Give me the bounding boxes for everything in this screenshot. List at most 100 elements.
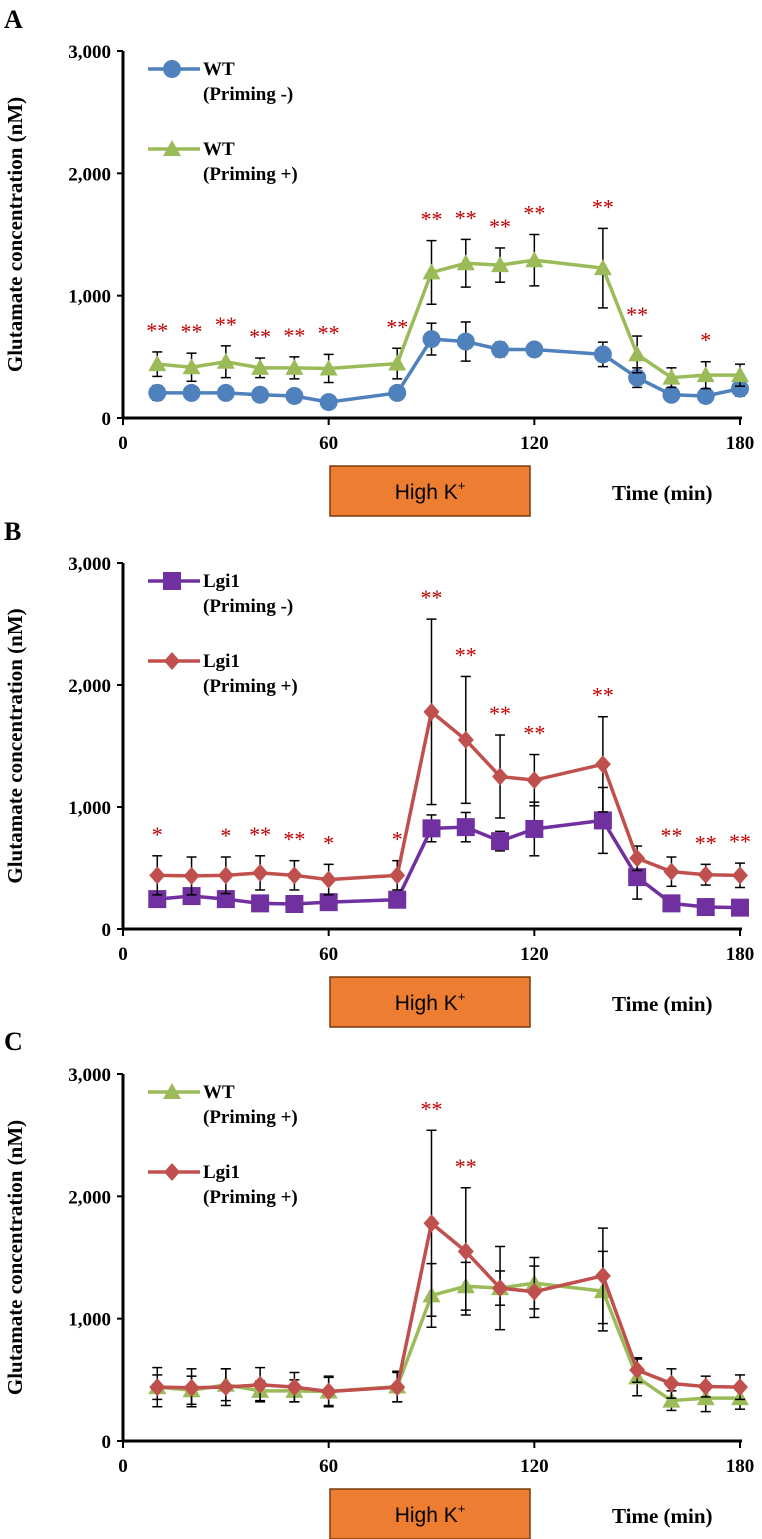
data-point-diamond [183,866,200,885]
significance-marker: ** [523,201,545,226]
data-point-diamond [183,1378,200,1397]
data-point-diamond [697,1377,714,1396]
significance-marker: ** [181,319,203,344]
data-point-square [696,898,715,917]
series-line [157,337,741,404]
panel-b: B 0 1,000 2,000 3,000 0 60 120 180 Glutamate conc… [3,517,755,1028]
significance-marker: ** [283,323,305,348]
data-point-diamond [526,771,543,790]
series-1 [149,618,748,896]
y-tick-label: 1,000 [68,798,111,819]
data-point-diamond [252,863,269,882]
y-tick-label: 3,000 [68,42,111,63]
significance-marker: ** [660,823,682,848]
data-point-diamond [663,862,680,881]
data-point-circle [216,383,235,402]
panel-letter: B [4,517,21,546]
stimulus-bar [329,976,531,1028]
data-point-triangle [251,358,270,375]
data-point-triangle [182,358,201,375]
x-tick-label: 120 [520,944,549,965]
legend-label: Lgi1 [203,1162,240,1183]
data-point-square [491,832,510,851]
data-point-diamond [389,1378,406,1397]
data-point-diamond [594,1266,611,1285]
data-point-square [319,893,338,912]
data-point-square [731,898,749,917]
series-line [157,1220,741,1394]
data-point-square [662,894,681,913]
data-point-diamond [492,1279,509,1298]
legend-label-sub: (Priming +) [203,1107,298,1128]
data-point-circle [456,332,475,351]
data-point-triangle [388,354,407,371]
legend-label: Lgi1 [203,571,240,592]
x-axis-label: Time (min) [612,1504,713,1528]
data-point-square [285,894,304,913]
x-tick-label: 0 [118,1456,128,1477]
legend-label: WT [203,139,235,160]
data-point-triangle [422,263,441,280]
significance-marker: ** [215,312,237,337]
data-point-circle [525,340,544,359]
data-point-diamond [164,652,180,670]
significance-marker: * [392,827,403,852]
series-1 [148,227,749,390]
data-point-circle [662,385,681,404]
significance-marker: * [152,822,163,847]
x-axis-label: Time (min) [612,481,713,505]
significance-marker: ** [249,822,271,847]
significance-marker: ** [592,683,614,708]
legend-label-sub: (Priming -) [203,84,293,105]
data-point-circle [491,340,510,359]
panel-letter: C [4,1027,23,1056]
data-point-diamond [697,865,714,884]
data-point-circle [251,385,270,404]
legend-label-sub: (Priming +) [203,1187,298,1208]
y-axis-label: Glutamate concentration (nM) [3,97,27,372]
data-point-triangle [163,140,181,156]
x-tick-label: 180 [726,433,755,454]
data-point-diamond [663,1374,680,1393]
series-line [157,708,741,882]
y-tick-label: 2,000 [68,676,111,697]
series-line [157,258,740,380]
significance-marker: ** [146,318,168,343]
x-tick-label: 180 [726,944,755,965]
significance-marker: ** [283,827,305,852]
data-point-circle [422,330,441,349]
data-point-square [628,868,647,887]
significance-marker: ** [455,205,477,230]
stimulus-label-text: High K [395,1504,458,1527]
data-point-square [251,894,270,913]
y-tick-label: 3,000 [68,554,111,575]
y-tick-label: 0 [102,409,112,430]
data-point-square [593,811,612,830]
data-point-circle [163,60,181,78]
stimulus-label-sup: + [458,478,466,493]
series-line [157,818,741,910]
significance-marker: ** [626,302,648,327]
stimulus-label-sup: + [458,989,466,1004]
significance-marker: ** [523,721,545,746]
data-point-diamond [629,849,646,868]
significance-marker: ** [421,585,443,610]
series-line [157,1281,740,1403]
data-point-circle [593,345,612,364]
data-point-diamond [149,866,166,885]
significance-marker: * [220,823,231,848]
y-tick-label: 0 [102,1432,112,1453]
data-point-triangle [163,1083,181,1099]
x-tick-label: 60 [319,433,338,454]
panel-a: A 0 1,000 2,000 3,000 0 60 120 180 Glutamate conc… [3,5,755,517]
stimulus-label: High K+ [395,989,466,1015]
data-point-triangle [216,352,235,369]
data-point-diamond [252,1375,269,1394]
significance-marker: ** [249,324,271,349]
data-point-circle [731,379,749,398]
data-point-circle [148,383,167,402]
significance-marker: ** [695,830,717,855]
data-point-circle [319,393,338,412]
x-tick-label: 0 [118,433,128,454]
